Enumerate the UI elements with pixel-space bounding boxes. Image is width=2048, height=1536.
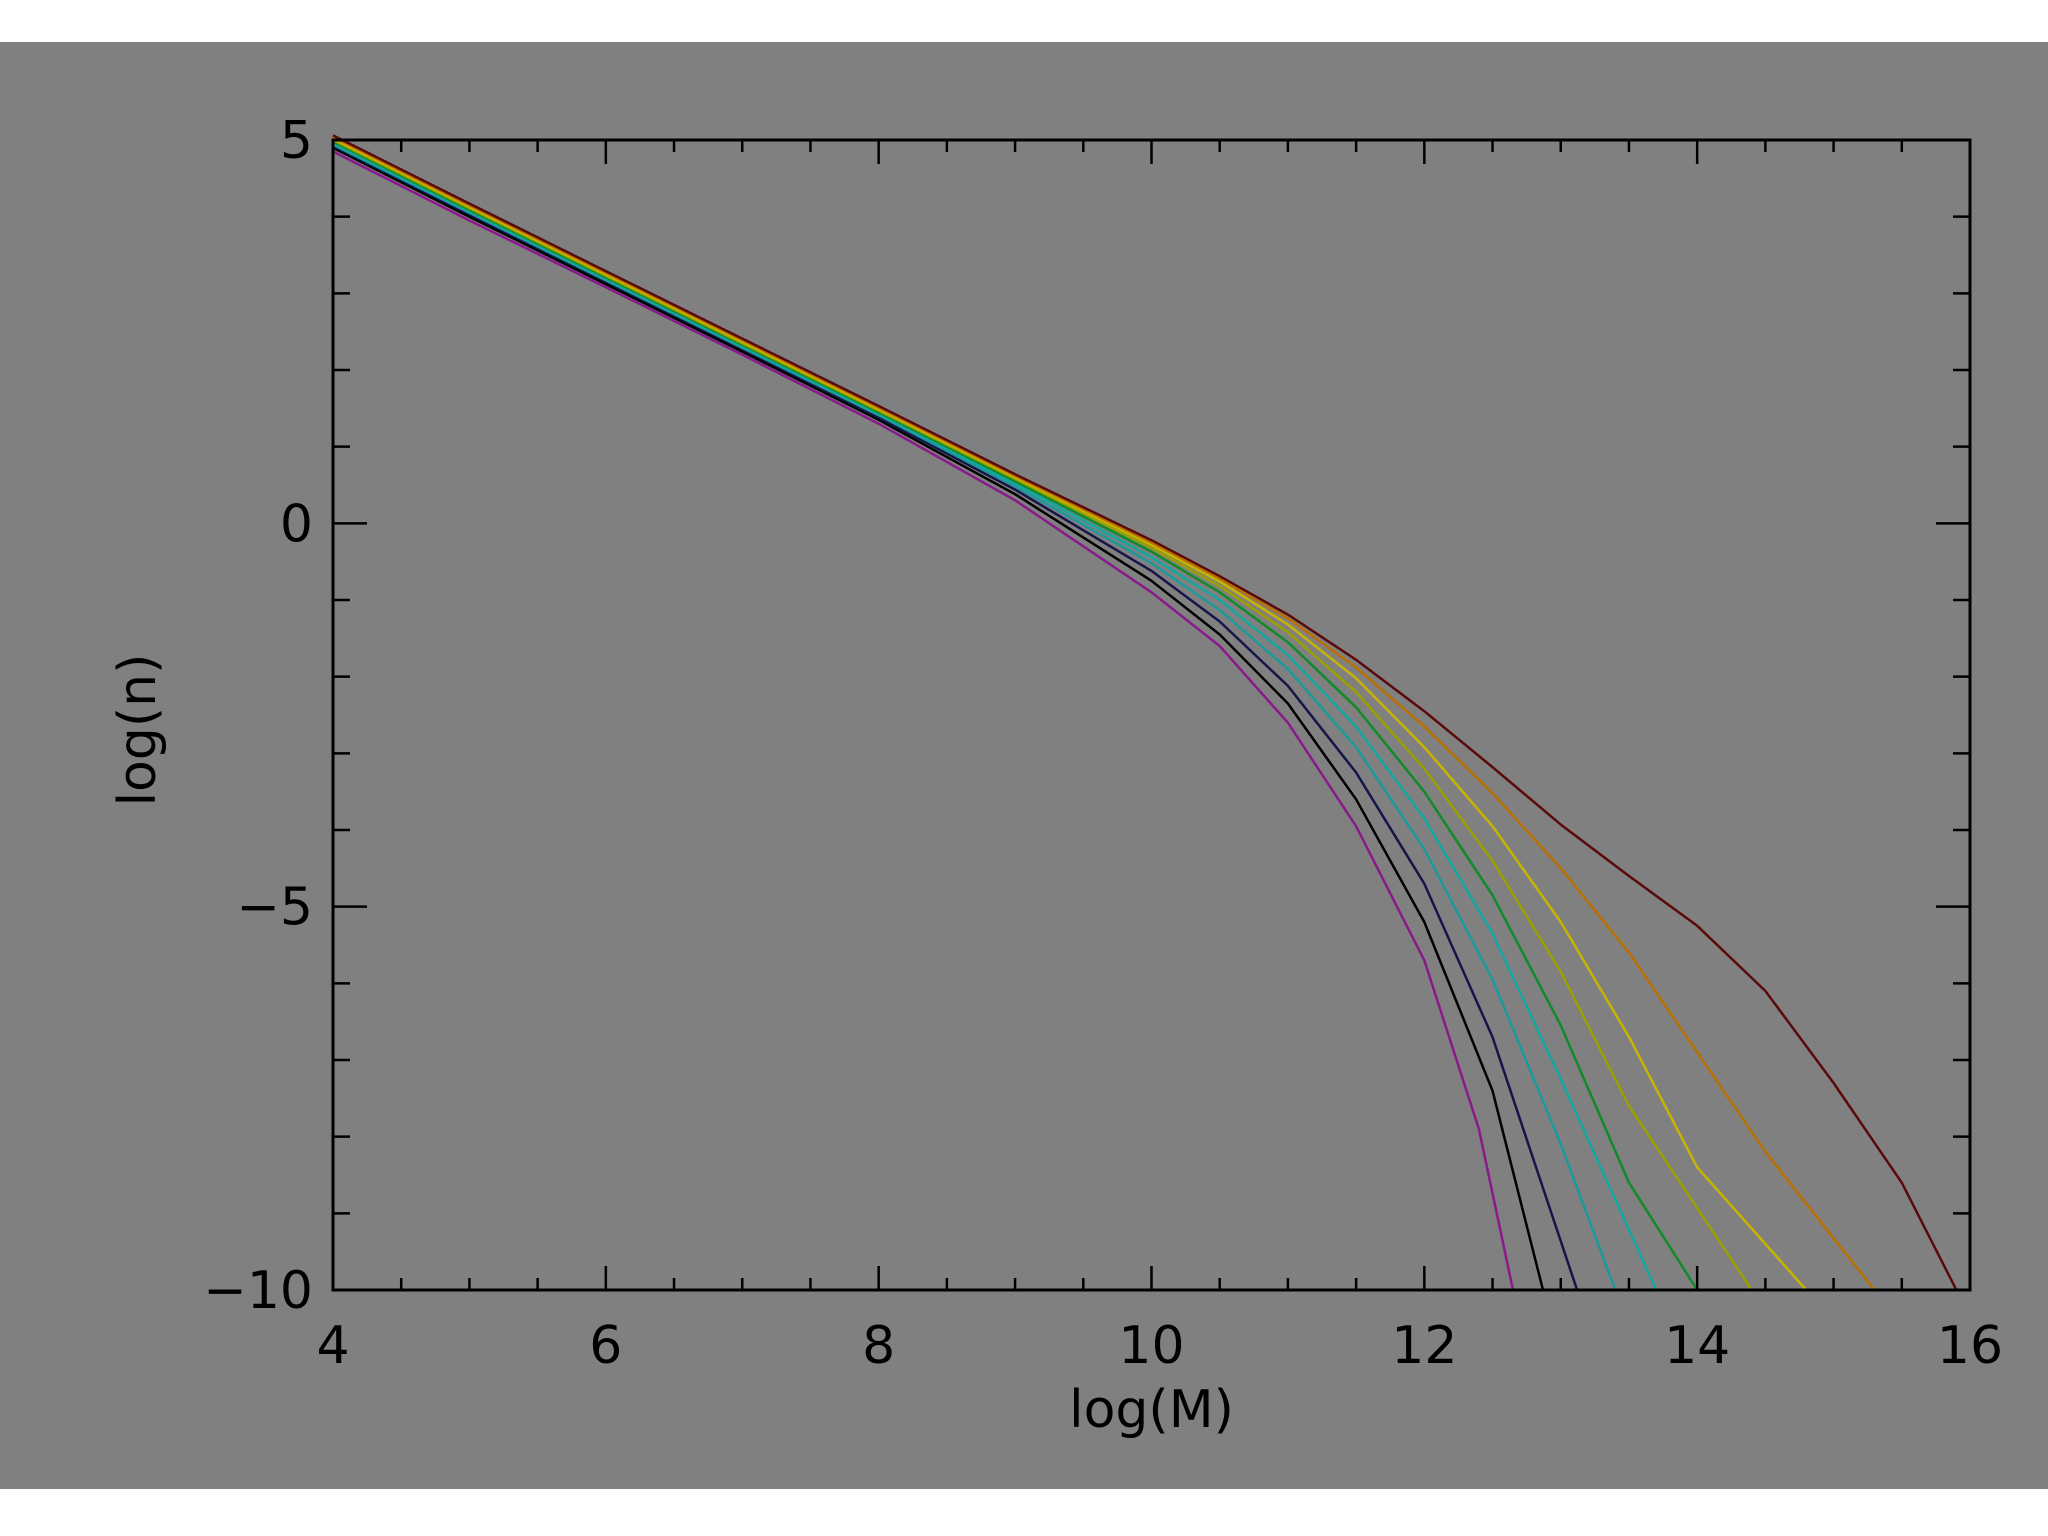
- y-tick-label: −5: [236, 878, 313, 938]
- plot-frame: [331, 138, 1972, 1292]
- x-tick-label: 10: [1118, 1316, 1184, 1376]
- x-axis-label: log(M): [1069, 1380, 1234, 1440]
- x-tick-label: 12: [1391, 1316, 1457, 1376]
- y-tick-label: 0: [280, 494, 313, 554]
- x-tick-label: 8: [862, 1316, 895, 1376]
- series-line-8: [332, 137, 1808, 1291]
- x-tick-label: 4: [316, 1316, 349, 1376]
- mass-function-chart: 4 6 8 10 12 14 16 5 0 −5 −10 log(M) log(n): [0, 42, 2048, 1489]
- series-line-3: [332, 144, 1579, 1291]
- y-tick-label: −10: [203, 1261, 313, 1321]
- x-tick-label: 16: [1937, 1316, 2003, 1376]
- series-line-7: [332, 138, 1753, 1291]
- y-axis-label: log(n): [108, 654, 168, 807]
- chart-background: [0, 42, 2048, 1489]
- series-line-10: [332, 134, 1958, 1291]
- series-line-5: [332, 141, 1658, 1291]
- chart-panel: 4 6 8 10 12 14 16 5 0 −5 −10 log(M) log(n): [0, 42, 2048, 1489]
- x-tick-label: 6: [589, 1316, 622, 1376]
- series-line-6: [332, 140, 1699, 1291]
- series-line-4: [332, 143, 1617, 1291]
- series-line-1: [332, 150, 1515, 1291]
- tick-labels: 4 6 8 10 12 14 16 5 0 −5 −10: [203, 111, 2003, 1376]
- x-tick-label: 14: [1664, 1316, 1730, 1376]
- y-tick-label: 5: [280, 111, 313, 171]
- series-line-2: [332, 146, 1545, 1291]
- series-line-9: [332, 135, 1876, 1291]
- series-lines: [332, 134, 1958, 1291]
